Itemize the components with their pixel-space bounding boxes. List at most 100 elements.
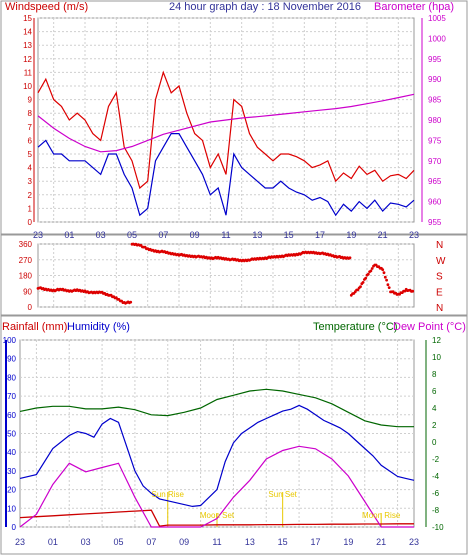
panel3-x-tick-label: 11 [212,537,221,547]
panel3-x-tick-label: 13 [245,537,255,547]
humidity-line [19,404,415,508]
windspeed-tick-label: 3 [28,177,33,186]
wind-direction-tick-label: 270 [19,256,33,265]
wind-direction-tick-label: 180 [19,272,33,281]
humidity-tick-label: 30 [7,467,16,476]
humidity-tick-label: 60 [7,411,16,420]
panel3-x-tick-label: 07 [146,537,156,547]
panel1-x-tick-label: 11 [221,230,230,240]
windspeed-tick-label: 2 [28,191,33,200]
panel1-x-tick-label: 13 [252,230,262,240]
windspeed-tick-label: 14 [23,28,32,37]
wind-direction-point [366,272,370,276]
barometer-axis-label: Barometer (hpa) [374,1,454,13]
temperature-tick-label: -8 [432,506,440,515]
sun-moon-annotation: Moon Set [200,511,235,520]
dew-point-line [19,445,414,528]
panel3-x-tick-label: 23 [409,537,419,547]
sun-moon-annotation: Moon Rise [362,511,401,520]
panel1-x-tick-label: 23 [409,230,419,240]
temperature-tick-label: -6 [432,489,440,498]
barometer-tick-label: 975 [428,136,442,145]
temperature-tick-label: 0 [432,438,437,447]
wind-direction-point [383,275,387,279]
wind-direction-point [129,300,133,304]
panel1-x-tick-label: 17 [315,230,325,240]
windspeed-tick-label: 10 [23,82,32,91]
windspeed-tick-label: 15 [23,14,32,23]
panel3-x-tick-label: 09 [179,537,189,547]
wind-direction-point [387,286,391,289]
humidity-tick-label: 10 [7,504,16,513]
temperature-tick-label: -2 [432,455,440,464]
wind-direction-point [369,269,373,273]
wind-direction-point [348,256,352,260]
windspeed-tick-label: 5 [28,150,33,159]
compass-label: N [436,240,443,251]
humidity-tick-label: 80 [7,373,16,382]
panel1-x-tick-label: 05 [127,230,137,240]
wind-direction-tick-label: 0 [28,303,33,312]
rainfall-line [19,509,414,527]
wind-direction-point [381,268,385,272]
windspeed-axis-label: Windspeed (m/s) [5,1,88,13]
wind-direction-point [386,283,390,287]
wind-direction-tick-label: 360 [19,240,33,249]
temperature-axis-label: Temperature (°C) [313,321,397,333]
panel1-x-tick-label: 15 [284,230,294,240]
windspeed-tick-label: 8 [28,109,33,118]
barometer-tick-label: 995 [428,55,442,64]
barometer-tick-label: 980 [428,116,442,125]
barometer-tick-label: 1005 [428,14,446,23]
compass-label: W [436,256,446,267]
panel3-x-tick-label: 21 [376,537,386,547]
windspeed-tick-label: 0 [28,218,33,227]
panel1-x-tick-label: 23 [33,230,43,240]
windspeed-tick-label: 6 [28,136,33,145]
temperature-tick-label: 6 [432,387,437,396]
temperature-tick-label: -4 [432,472,440,481]
wind-direction-point [364,276,368,280]
rainfall-axis-label: Rainfall (mm) [2,321,67,333]
temperature-tick-label: 8 [432,370,437,379]
windspeed-tick-label: 11 [24,68,33,77]
barometer-tick-label: 960 [428,198,442,207]
humidity-axis-label: Humidity (%) [67,321,130,333]
barometer-tick-label: 1000 [428,34,446,43]
sun-moon-annotation: Sun Rise [152,490,185,499]
windspeed-tick-label: 7 [28,123,33,132]
compass-label: E [436,287,443,298]
wind-direction-point [370,267,374,270]
panel3-x-tick-label: 01 [48,537,58,547]
humidity-tick-label: 100 [3,336,17,345]
humidity-tick-label: 20 [7,486,16,495]
wind-direction-point [361,281,365,284]
windspeed-tick-label: 13 [23,41,32,50]
wind-direction-point [385,278,388,282]
wind-direction-point [411,289,415,293]
wind-average-line [37,133,415,217]
humidity-tick-label: 70 [7,392,16,401]
panel3-x-tick-label: 15 [278,537,288,547]
panel1-x-tick-label: 01 [64,230,74,240]
panel1-x-tick-label: 19 [346,230,356,240]
windspeed-tick-label: 4 [28,164,33,173]
chart-title: 24 hour graph day : 18 November 2016 [169,1,361,13]
temperature-tick-label: 12 [432,336,441,345]
sun-moon-annotation: Sun Set [268,490,297,499]
panel2-frame [0,234,468,316]
compass-label: S [436,272,443,283]
barometer-tick-label: 985 [428,96,442,105]
temperature-tick-label: -10 [432,523,444,532]
humidity-tick-label: 90 [7,355,16,364]
wind-direction-point [382,271,386,275]
temperature-tick-label: 4 [432,404,437,413]
panel1-x-tick-label: 09 [190,230,200,240]
temperature-tick-label: 2 [432,421,437,430]
barometer-tick-label: 955 [428,218,442,227]
temperature-tick-label: 10 [432,353,441,362]
wind-direction-tick-label: 90 [23,287,32,296]
barometer-tick-label: 970 [428,157,442,166]
